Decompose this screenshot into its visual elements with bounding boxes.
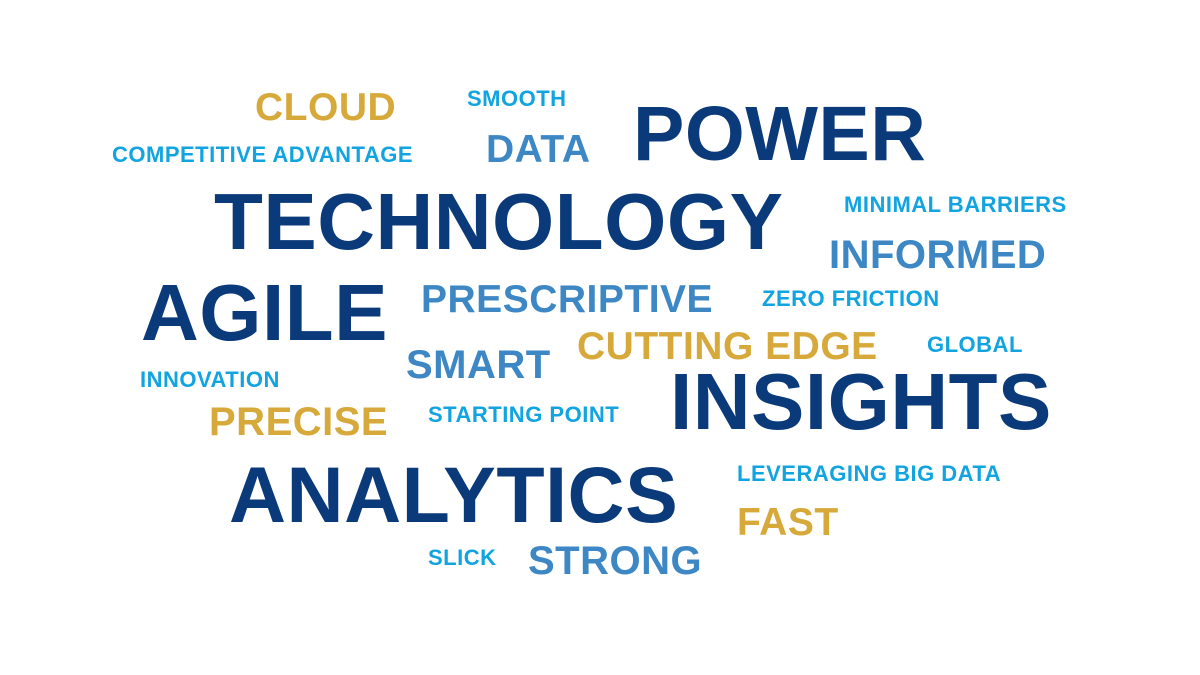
word-strong: STRONG [528, 539, 703, 583]
word-leveraging-big-data: LEVERAGING BIG DATA [737, 461, 1002, 486]
word-cloud-term: CLOUD [255, 86, 397, 129]
word-cutting-edge: CUTTING EDGE [577, 325, 878, 368]
word-fast: FAST [737, 501, 839, 544]
word-power: POWER [633, 91, 927, 177]
word-zero-friction: ZERO FRICTION [762, 286, 940, 311]
word-precise: PRECISE [209, 400, 389, 444]
word-smooth: SMOOTH [467, 86, 567, 111]
word-minimal-barriers: MINIMAL BARRIERS [844, 192, 1067, 217]
word-global: GLOBAL [927, 332, 1023, 357]
word-prescriptive: PRESCRIPTIVE [421, 278, 714, 321]
word-data: DATA [486, 128, 591, 171]
word-starting-point: STARTING POINT [428, 402, 620, 427]
word-technology: TECHNOLOGY [214, 177, 784, 266]
word-competitive-advantage: COMPETITIVE ADVANTAGE [112, 142, 413, 167]
word-smart: SMART [406, 343, 551, 387]
word-innovation: INNOVATION [140, 367, 280, 392]
word-insights: INSIGHTS [670, 357, 1052, 446]
word-agile: AGILE [141, 268, 388, 357]
word-analytics: ANALYTICS [229, 450, 679, 539]
word-informed: INFORMED [829, 233, 1047, 277]
word-slick: SLICK [428, 545, 497, 570]
